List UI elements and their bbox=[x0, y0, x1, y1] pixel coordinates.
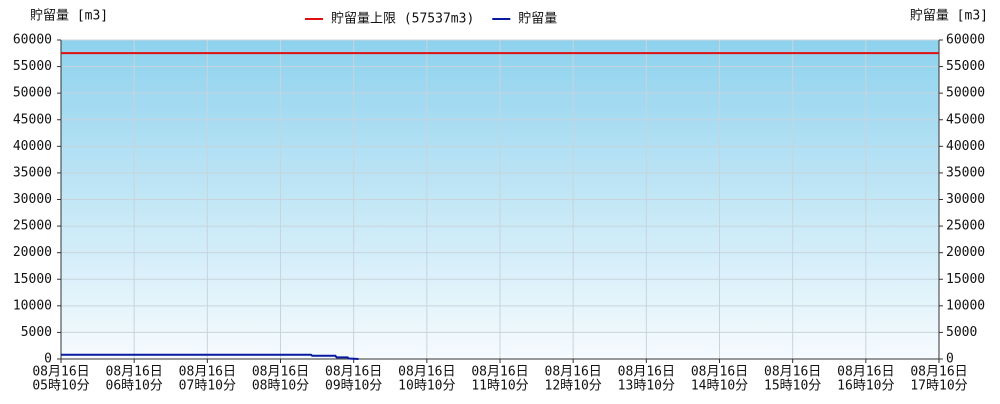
x-tick-label: 16時10分 bbox=[837, 379, 894, 394]
x-tick-label: 08月16日 bbox=[837, 365, 894, 380]
y2-tick-label: 35000 bbox=[946, 165, 985, 180]
y-tick-label: 50000 bbox=[13, 86, 52, 101]
y2-tick-label: 40000 bbox=[946, 139, 985, 154]
y2-axis-label: 貯留量 [m3] bbox=[910, 9, 988, 24]
x-tick-label: 09時10分 bbox=[325, 379, 382, 394]
y2-tick-label: 15000 bbox=[946, 272, 985, 287]
x-tick-label: 07時10分 bbox=[179, 379, 236, 394]
legend-label: 貯留量 bbox=[518, 12, 557, 27]
x-tick-label: 15時10分 bbox=[764, 379, 821, 394]
y-tick-label: 30000 bbox=[13, 192, 52, 207]
x-tick-label: 08月16日 bbox=[252, 365, 309, 380]
y2-tick-label: 45000 bbox=[946, 112, 985, 127]
y2-tick-label: 60000 bbox=[946, 33, 985, 48]
x-tick-label: 10時10分 bbox=[398, 379, 455, 394]
y2-tick-label: 50000 bbox=[946, 86, 985, 101]
x-tick-label: 11時10分 bbox=[471, 379, 528, 394]
y2-tick-label: 25000 bbox=[946, 219, 985, 234]
y2-tick-label: 30000 bbox=[946, 192, 985, 207]
x-tick-label: 13時10分 bbox=[618, 379, 675, 394]
y-tick-label: 20000 bbox=[13, 245, 52, 260]
y-tick-label: 5000 bbox=[21, 325, 52, 340]
x-tick-label: 06時10分 bbox=[106, 379, 163, 394]
y-axis-label: 貯留量 [m3] bbox=[30, 9, 108, 24]
x-tick-label: 08月16日 bbox=[106, 365, 163, 380]
y2-tick-label: 0 bbox=[946, 352, 954, 367]
x-tick-label: 08月16日 bbox=[179, 365, 236, 380]
y-tick-label: 35000 bbox=[13, 165, 52, 180]
data-line bbox=[61, 353, 359, 360]
x-tick-label: 08月16日 bbox=[618, 365, 675, 380]
x-tick-label: 08月16日 bbox=[910, 365, 967, 380]
x-tick-label: 17時10分 bbox=[910, 379, 967, 394]
y2-tick-label: 5000 bbox=[946, 325, 977, 340]
y-tick-label: 0 bbox=[44, 352, 52, 367]
y-tick-label: 10000 bbox=[13, 298, 52, 313]
x-tick-label: 08月16日 bbox=[325, 365, 382, 380]
y-tick-label: 25000 bbox=[13, 219, 52, 234]
x-tick-label: 08月16日 bbox=[471, 365, 528, 380]
y-tick-label: 60000 bbox=[13, 33, 52, 48]
legend-label: 貯留量上限 (57537m3) bbox=[331, 12, 474, 27]
y2-tick-label: 10000 bbox=[946, 298, 985, 313]
x-tick-label: 08月16日 bbox=[32, 365, 89, 380]
y-tick-label: 55000 bbox=[13, 59, 52, 74]
x-tick-label: 08月16日 bbox=[691, 365, 748, 380]
x-tick-label: 14時10分 bbox=[691, 379, 748, 394]
x-tick-label: 08月16日 bbox=[545, 365, 602, 380]
y-tick-label: 15000 bbox=[13, 272, 52, 287]
y2-tick-label: 20000 bbox=[946, 245, 985, 260]
y2-tick-label: 55000 bbox=[946, 59, 985, 74]
x-tick-label: 08月16日 bbox=[764, 365, 821, 380]
x-tick-label: 05時10分 bbox=[32, 379, 89, 394]
y-tick-label: 45000 bbox=[13, 112, 52, 127]
x-tick-label: 12時10分 bbox=[545, 379, 602, 394]
x-tick-label: 08月16日 bbox=[398, 365, 455, 380]
x-tick-label: 08時10分 bbox=[252, 379, 309, 394]
y-tick-label: 40000 bbox=[13, 139, 52, 154]
